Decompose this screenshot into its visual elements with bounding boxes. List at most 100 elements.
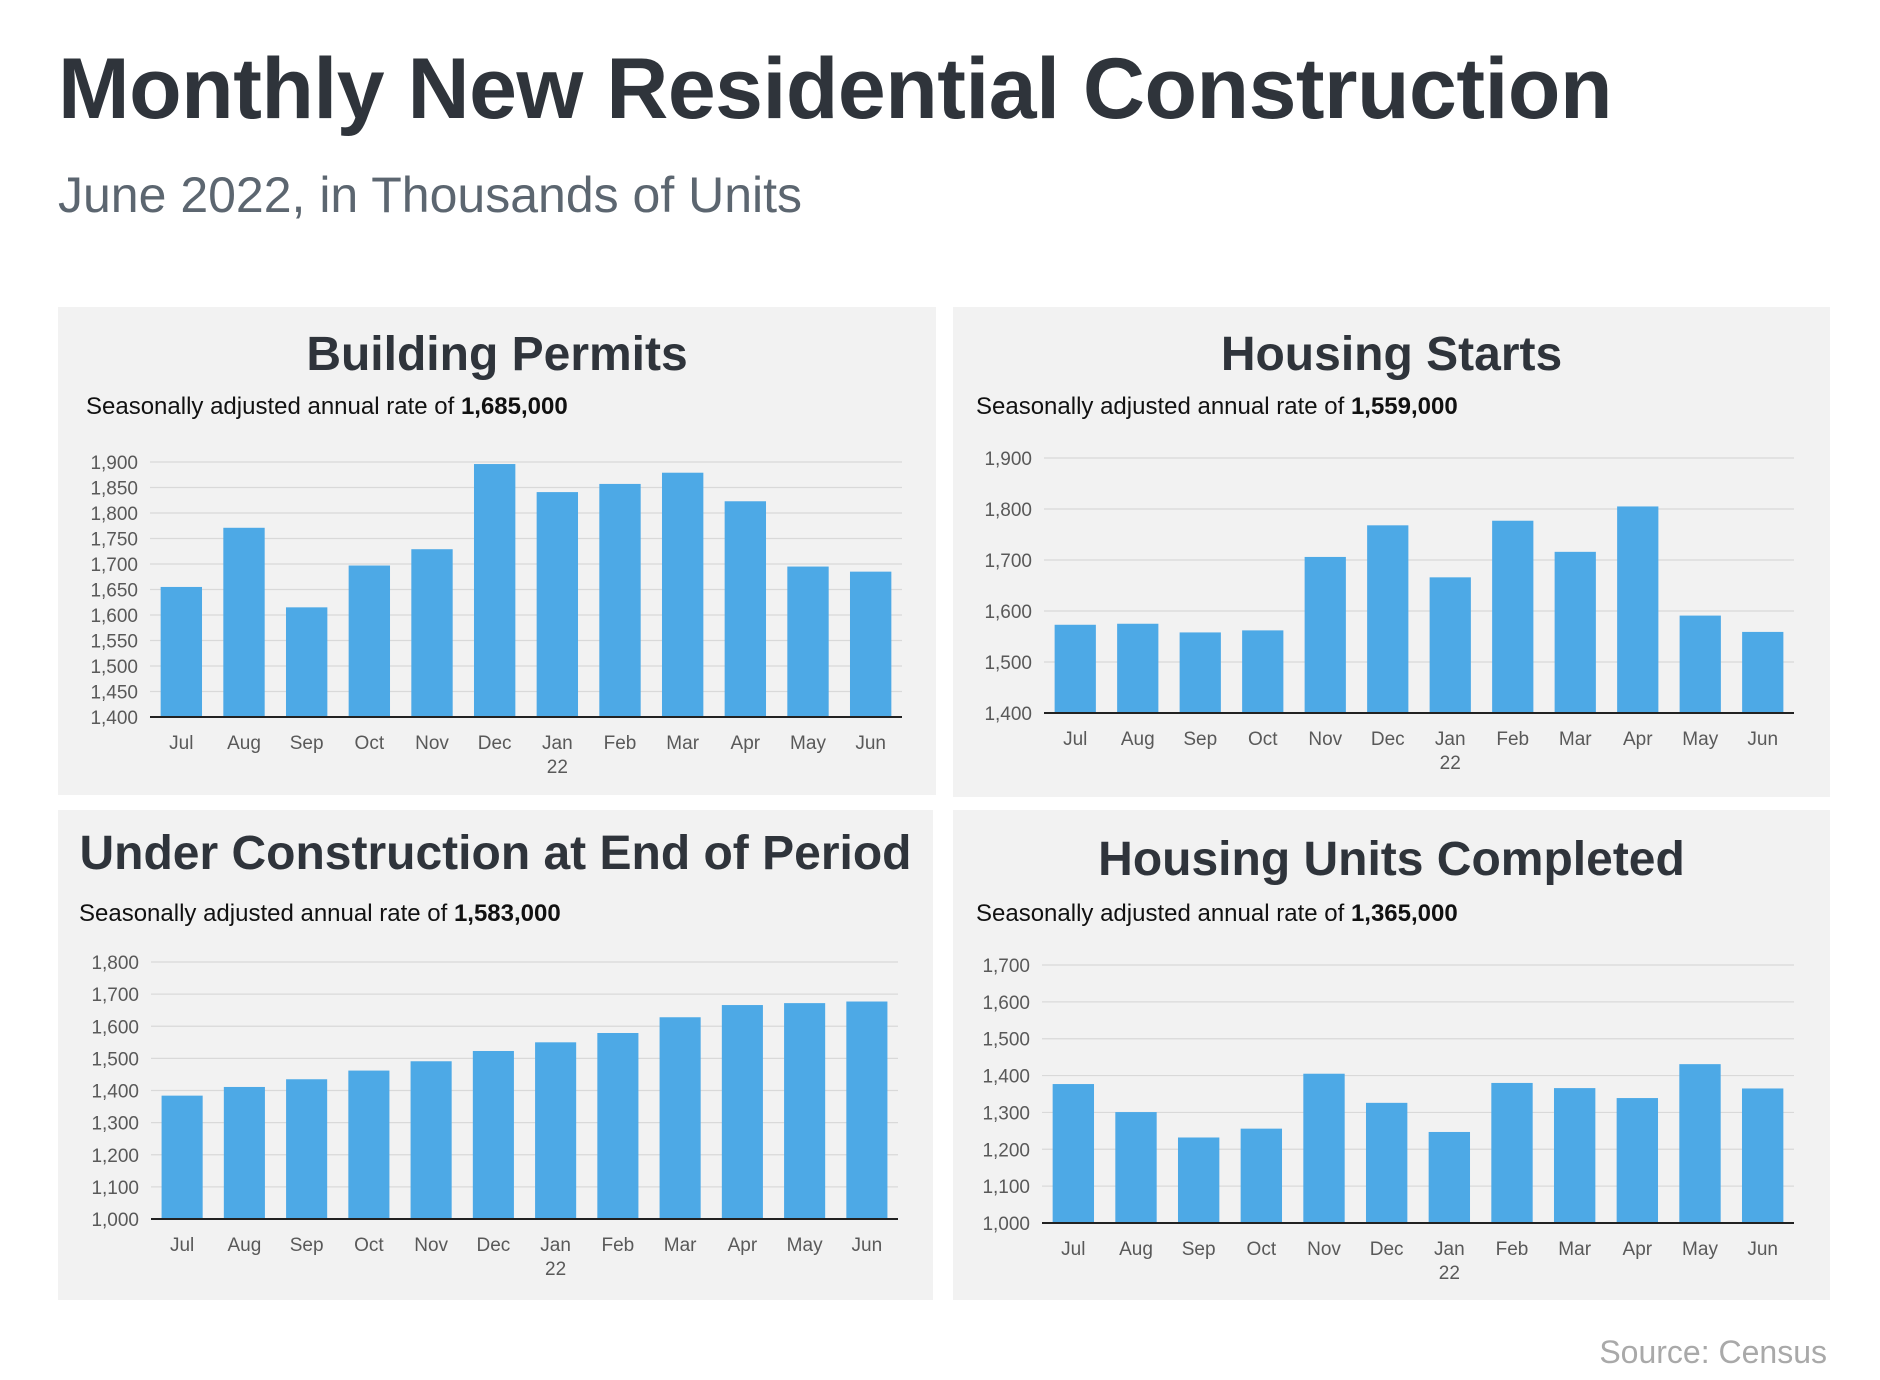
x-tick-sublabel: 22: [545, 1259, 566, 1280]
bar-mar: [1554, 551, 1596, 713]
y-tick-label: 1,800: [984, 500, 1032, 521]
x-tick-label: Mar: [664, 1235, 697, 1256]
chart-building-permits: 1,400 1,450 1,500 1,550 1,600 1,650 1,700 1,750…: [90, 453, 902, 778]
bar-aug: [1115, 1112, 1157, 1223]
bar-aug: [1117, 623, 1159, 713]
x-tick-label: Mar: [1558, 1239, 1591, 1260]
y-tick-label: 1,750: [90, 530, 138, 551]
x-tick-label: May: [790, 733, 826, 754]
bar-feb: [1492, 520, 1534, 713]
rate-note-prefix: Seasonally adjusted annual rate of: [86, 393, 461, 420]
chart-housing-units-completed: 1,000 1,100 1,200 1,300 1,400 1,500 1,600 1,700…: [982, 956, 1794, 1284]
y-tick-label: 1,600: [90, 606, 138, 627]
bar-nov: [1303, 1073, 1345, 1223]
y-tick-label: 1,200: [982, 1140, 1030, 1161]
bar-mar: [1553, 1088, 1596, 1223]
panel-housing-units-completed: Housing Units Completed Seasonally adjus…: [953, 810, 1830, 1300]
y-tick-label: 1,700: [90, 555, 138, 576]
x-tick-label: Jan: [1435, 729, 1466, 750]
bar-apr: [724, 501, 767, 717]
bar-jul: [160, 586, 203, 717]
bar-aug: [223, 1086, 265, 1219]
y-tick-label: 1,400: [984, 704, 1032, 725]
bar-dec: [473, 464, 516, 717]
bar-oct: [348, 1070, 390, 1219]
bar-may: [1679, 1064, 1721, 1223]
chart-rate-note: Seasonally adjusted annual rate of 1,559…: [976, 393, 1458, 421]
bar-may: [784, 1003, 826, 1219]
y-tick-label: 1,800: [90, 504, 138, 525]
bar-sep: [286, 1079, 328, 1219]
bar-dec: [1367, 525, 1409, 713]
x-tick-label: Oct: [355, 733, 385, 754]
y-tick-label: 1,450: [90, 683, 138, 704]
bar-apr: [721, 1005, 763, 1219]
x-tick-label: Feb: [604, 733, 637, 754]
y-tick-label: 1,200: [91, 1146, 139, 1167]
y-tick-label: 1,300: [91, 1114, 139, 1135]
x-tick-label: Apr: [728, 1235, 758, 1256]
x-tick-label: Dec: [478, 733, 512, 754]
rate-note-value: 1,685,000: [460, 393, 568, 420]
x-tick-label: Sep: [290, 733, 324, 754]
y-tick-label: 1,400: [91, 1082, 139, 1103]
bar-jan: [1428, 1131, 1471, 1223]
y-tick-label: 1,500: [982, 1030, 1030, 1051]
x-tick-label: Dec: [1371, 729, 1405, 750]
x-tick-label: Jul: [1061, 1239, 1085, 1260]
bar-jan: [535, 1042, 577, 1219]
x-tick-label: Jun: [855, 733, 886, 754]
y-tick-label: 1,500: [90, 657, 138, 678]
x-tick-sublabel: 22: [1439, 1263, 1460, 1284]
x-tick-label: Apr: [1623, 729, 1653, 750]
x-tick-label: Dec: [1370, 1239, 1404, 1260]
rate-note-value: 1,559,000: [1350, 393, 1458, 420]
x-tick-sublabel: 22: [547, 757, 568, 778]
x-tick-label: Jan: [540, 1235, 571, 1256]
x-tick-label: Jan: [542, 733, 573, 754]
x-tick-label: Jul: [170, 1235, 194, 1256]
x-tick-label: Nov: [1307, 1239, 1341, 1260]
y-tick-label: 1,900: [984, 449, 1032, 470]
rate-note-prefix: Seasonally adjusted annual rate of: [976, 900, 1351, 927]
x-tick-label: May: [1682, 1239, 1718, 1260]
chart-title: Under Construction at End of Period: [79, 827, 912, 880]
x-tick-label: Feb: [1496, 729, 1529, 750]
bar-apr: [1617, 506, 1659, 713]
y-tick-label: 1,700: [984, 551, 1032, 572]
x-tick-label: May: [787, 1235, 823, 1256]
y-tick-label: 1,300: [982, 1103, 1030, 1124]
bar-jan: [1429, 577, 1471, 713]
page-title: Monthly New Residential Construction: [58, 41, 1612, 137]
x-tick-label: Jan: [1434, 1239, 1465, 1260]
x-tick-label: Jun: [1747, 729, 1778, 750]
y-tick-label: 1,550: [90, 632, 138, 653]
rate-note-value: 1,583,000: [453, 900, 561, 927]
source-note: Source: Census: [1599, 1334, 1827, 1370]
chart-title: Housing Units Completed: [1098, 833, 1685, 886]
bar-jun: [846, 1001, 888, 1219]
x-tick-label: Jun: [852, 1235, 883, 1256]
chart-rate-note: Seasonally adjusted annual rate of 1,583…: [79, 900, 561, 928]
x-tick-label: Sep: [290, 1235, 324, 1256]
y-tick-label: 1,600: [91, 1017, 139, 1038]
bar-oct: [1242, 630, 1284, 713]
bar-sep: [1177, 1137, 1220, 1223]
y-tick-label: 1,700: [91, 985, 139, 1006]
y-tick-label: 1,800: [91, 953, 139, 974]
bar-nov: [1304, 556, 1346, 713]
bar-oct: [348, 565, 391, 717]
bar-oct: [1240, 1128, 1283, 1223]
x-tick-label: Apr: [1623, 1239, 1653, 1260]
chart-title: Building Permits: [306, 328, 688, 381]
x-tick-label: Dec: [476, 1235, 510, 1256]
x-tick-label: Oct: [1247, 1239, 1277, 1260]
bar-may: [1679, 615, 1721, 713]
bar-feb: [1491, 1082, 1533, 1223]
x-tick-label: Oct: [354, 1235, 384, 1256]
x-tick-label: Apr: [731, 733, 761, 754]
x-tick-label: Aug: [1121, 729, 1155, 750]
bar-mar: [659, 1017, 701, 1219]
y-tick-label: 1,000: [982, 1214, 1030, 1235]
x-tick-label: Nov: [1308, 729, 1342, 750]
